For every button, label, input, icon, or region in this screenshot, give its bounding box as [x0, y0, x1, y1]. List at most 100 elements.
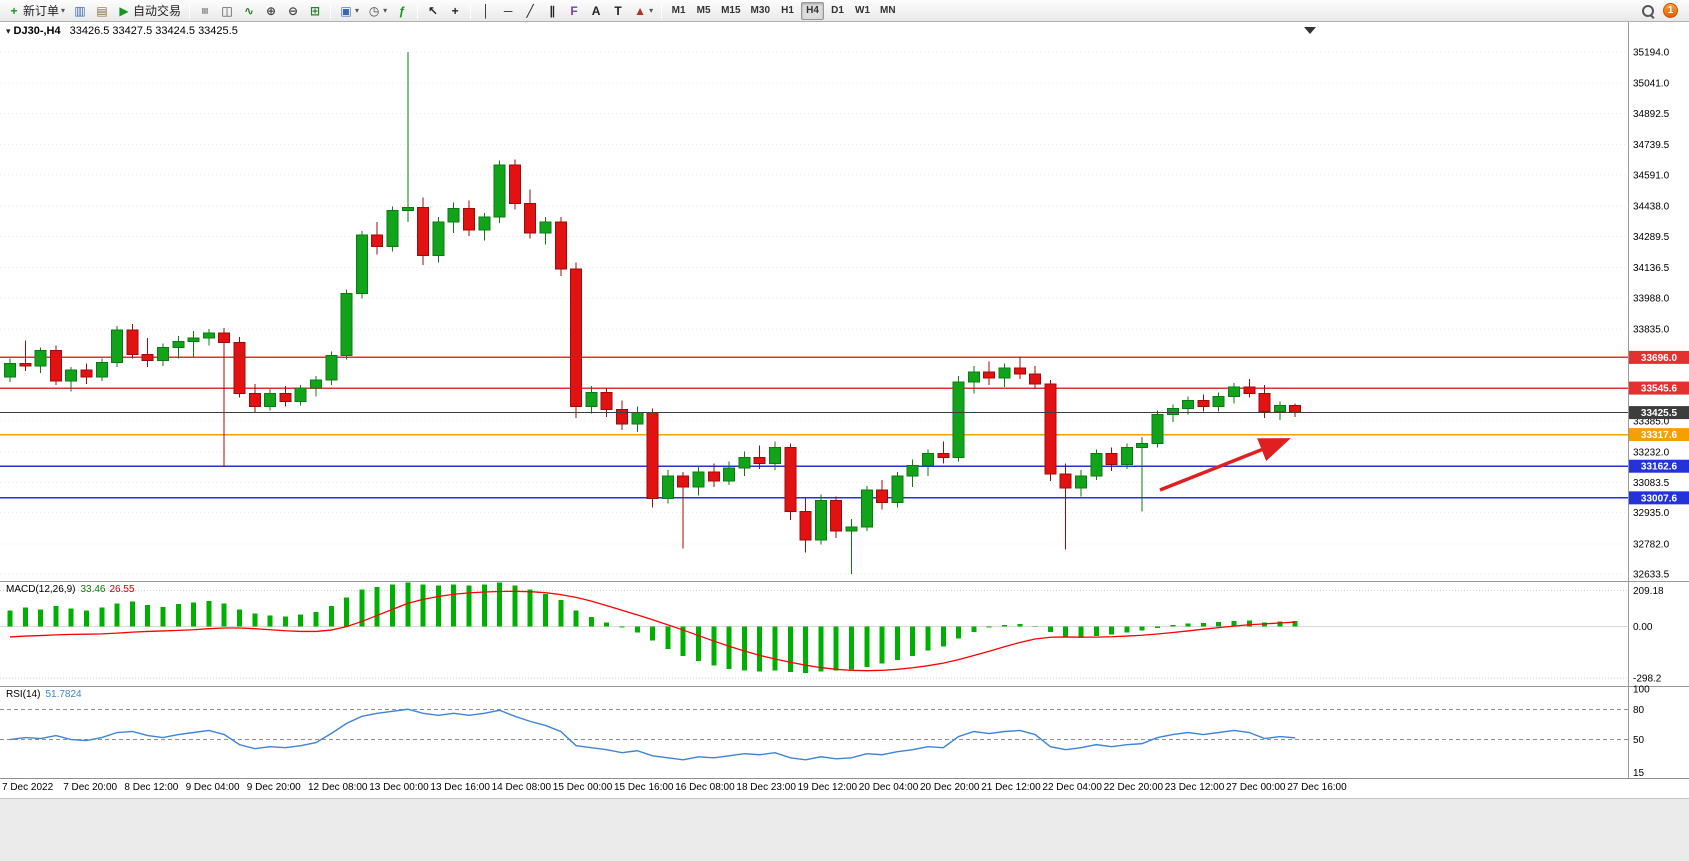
timeframe-h4[interactable]: H4 — [801, 1, 824, 20]
svg-text:33696.0: 33696.0 — [1641, 353, 1678, 364]
indicators-icon: ƒ — [398, 3, 406, 18]
chart-shift-marker-icon[interactable] — [1304, 27, 1316, 34]
crosshair-button[interactable]: + — [444, 1, 466, 21]
notification-badge[interactable]: 1 — [1663, 3, 1678, 18]
zoom-out-button[interactable]: ⊖ — [282, 1, 304, 21]
macd-histogram — [7, 582, 1298, 674]
new-order-button[interactable]: + 新订单 ▾ — [3, 1, 69, 21]
time-label: 20 Dec 20:00 — [920, 782, 980, 793]
chart-title: ▾ DJ30-,H4 33426.5 33427.5 33424.5 33425.5 — [6, 25, 238, 37]
chart-window-button[interactable]: ▥ — [69, 1, 91, 21]
svg-text:34591.0: 34591.0 — [1633, 170, 1670, 181]
svg-text:32633.5: 32633.5 — [1633, 570, 1670, 581]
candles — [4, 51, 1302, 574]
bar-chart-icon: ≡ — [198, 6, 213, 14]
auto-trading-label: 自动交易 — [133, 4, 182, 18]
time-label: 7 Dec 2022 — [2, 782, 54, 793]
new-chart-icon: ▣ — [340, 3, 352, 18]
price-badge — [1629, 350, 1689, 364]
timeframe-m30[interactable]: M30 — [747, 2, 774, 20]
channel-button[interactable]: ∥ — [541, 1, 563, 21]
timeframe-m1[interactable]: M1 — [667, 2, 690, 20]
zoom-in-button[interactable]: ⊕ — [260, 1, 282, 21]
toolbar-buttons: + 新订单 ▾ ▥ ▤ ▶ 自动交易 ≡ ◫ ∿ ⊕ ⊖ ⊞ ▣ ▾ ◷ ▾ ƒ ↖ + │ ─ ╱ ∥ F A T ▲ ▾ M1 M5 M1… — [3, 0, 1640, 21]
timeframe-m15[interactable]: M15 — [717, 2, 744, 20]
candlestick-chart-icon: ◫ — [221, 3, 233, 18]
chevron-down-icon: ▾ — [649, 6, 654, 15]
toolbar-separator — [661, 2, 663, 19]
chart-window-icon: ▥ — [74, 3, 86, 18]
symbol-marker-icon[interactable]: ▾ — [6, 26, 11, 36]
tile-windows-button[interactable]: ⊞ — [304, 1, 326, 21]
bar-chart-button[interactable]: ≡ — [194, 1, 216, 21]
rsi-label: RSI(14) 51.7824 — [6, 689, 82, 700]
profiles-icon: ▤ — [96, 3, 108, 18]
fibonacci-icon: F — [570, 3, 578, 18]
time-label: 22 Dec 04:00 — [1042, 782, 1102, 793]
line-chart-icon: ∿ — [244, 3, 255, 18]
label-icon: T — [614, 3, 622, 18]
macd-main-value: 33.46 — [80, 584, 106, 595]
svg-text:0.00: 0.00 — [1633, 622, 1653, 633]
zoom-out-icon: ⊖ — [288, 3, 299, 18]
timeframe-d1[interactable]: D1 — [826, 2, 849, 20]
chevron-down-icon: ▾ — [383, 6, 388, 15]
time-label: 15 Dec 16:00 — [614, 782, 674, 793]
fibonacci-button[interactable]: F — [563, 1, 585, 21]
trend-arrow[interactable] — [1159, 438, 1291, 492]
macd-signal-value: 26.55 — [109, 584, 135, 595]
profiles-button[interactable]: ▤ — [91, 1, 113, 21]
timeframe-h1[interactable]: H1 — [776, 2, 799, 20]
time-label: 27 Dec 16:00 — [1287, 782, 1347, 793]
svg-text:50: 50 — [1633, 735, 1645, 746]
chart-area[interactable]: 35194.0 35041.0 34892.5 34739.5 34591.0 34438… — [0, 22, 1689, 778]
line-chart-button[interactable]: ∿ — [238, 1, 260, 21]
trendline-icon: ╱ — [526, 3, 534, 18]
shapes-icon: ▲ — [634, 3, 647, 18]
new-order-icon: + — [10, 3, 18, 18]
svg-text:209.18: 209.18 — [1633, 586, 1664, 597]
price-axis[interactable]: 35194.0 35041.0 34892.5 34739.5 34591.0 34438… — [1629, 47, 1689, 778]
svg-text:34136.5: 34136.5 — [1633, 263, 1670, 274]
rsi-line — [9, 708, 1296, 761]
channel-icon: ∥ — [549, 3, 556, 18]
bottom-strip — [0, 798, 1689, 861]
rsi-levels — [0, 708, 1629, 741]
rsi-name: RSI(14) — [6, 689, 41, 700]
label-button[interactable]: T — [607, 1, 629, 21]
trendline-button[interactable]: ╱ — [519, 1, 541, 21]
svg-text:32935.0: 32935.0 — [1633, 508, 1670, 519]
horizontal-line-button[interactable]: ─ — [497, 1, 519, 21]
chart-canvas[interactable]: 35194.0 35041.0 34892.5 34739.5 34591.0 34438… — [0, 22, 1689, 778]
time-label: 13 Dec 16:00 — [430, 782, 490, 793]
toolbar-right: 1 — [1640, 3, 1686, 19]
timeframe-mn[interactable]: MN — [876, 2, 900, 20]
price-badge — [1629, 459, 1689, 473]
cursor-button[interactable]: ↖ — [422, 1, 444, 21]
macd-levels — [0, 590, 1629, 679]
text-button[interactable]: A — [585, 1, 607, 21]
cursor-icon: ↖ — [428, 3, 439, 18]
toolbar: + 新订单 ▾ ▥ ▤ ▶ 自动交易 ≡ ◫ ∿ ⊕ ⊖ ⊞ ▣ ▾ ◷ ▾ ƒ ↖ + │ ─ ╱ ∥ F A T ▲ ▾ M1 M5 M1… — [0, 0, 1689, 22]
search-icon[interactable] — [1640, 3, 1656, 19]
vertical-line-button[interactable]: │ — [475, 1, 497, 21]
time-axis[interactable]: 7 Dec 2022 7 Dec 20:00 8 Dec 12:00 9 Dec 04… — [0, 778, 1689, 798]
time-label: 19 Dec 12:00 — [797, 782, 858, 793]
horizontal-level-lines[interactable] — [0, 356, 1629, 499]
auto-trading-button[interactable]: ▶ 自动交易 — [113, 1, 185, 21]
timeframe-m5[interactable]: M5 — [692, 2, 715, 20]
new-chart-button[interactable]: ▣ ▾ — [335, 1, 363, 21]
indicators-button[interactable]: ƒ — [391, 1, 413, 21]
time-label: 27 Dec 00:00 — [1226, 782, 1286, 793]
symbol-period-label: DJ30-,H4 — [13, 25, 61, 37]
zoom-in-icon: ⊕ — [266, 3, 277, 18]
candlestick-chart-button[interactable]: ◫ — [216, 1, 238, 21]
svg-text:35194.0: 35194.0 — [1633, 47, 1670, 58]
svg-text:34739.5: 34739.5 — [1633, 140, 1670, 151]
macd-label: MACD(12,26,9) 33.46 26.55 — [6, 584, 135, 595]
timeframe-w1[interactable]: W1 — [851, 2, 874, 20]
svg-text:33007.6: 33007.6 — [1641, 493, 1678, 504]
period-clock-button[interactable]: ◷ ▾ — [363, 1, 391, 21]
time-label: 12 Dec 08:00 — [308, 782, 368, 793]
shapes-button[interactable]: ▲ ▾ — [629, 1, 657, 21]
